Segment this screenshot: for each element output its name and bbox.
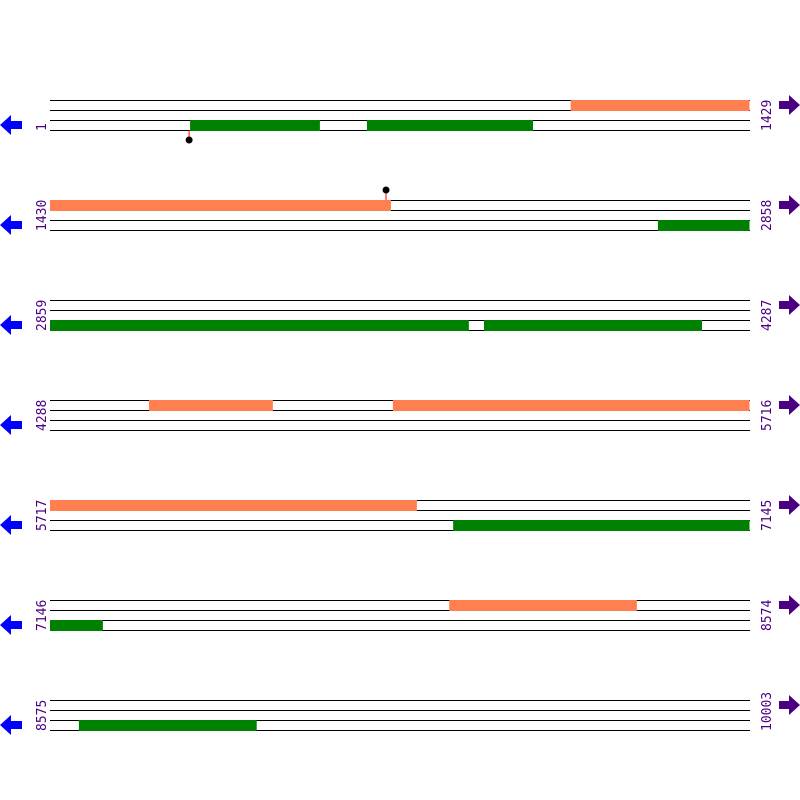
sequence-row: 8575 10003	[0, 692, 800, 735]
right-arrow-icon	[779, 595, 800, 615]
right-arrow-icon	[779, 395, 800, 415]
sequence-row: 5717 7145	[0, 495, 800, 535]
row-end-label: 2858	[760, 200, 775, 231]
right-arrow-icon	[779, 495, 800, 515]
sequence-row: 2859 4287	[0, 295, 800, 335]
forward-feature	[449, 600, 637, 611]
row-end-label: 10003	[760, 692, 775, 731]
right-arrow-icon	[779, 295, 800, 315]
left-arrow-icon	[0, 515, 22, 535]
sequence-row: 4288 5716	[0, 395, 800, 435]
row-start-label: 8575	[35, 700, 50, 731]
reverse-feature	[78, 720, 257, 731]
reverse-feature	[657, 220, 750, 231]
row-end-label: 7145	[760, 500, 775, 531]
reverse-feature	[50, 620, 103, 631]
left-arrow-icon	[0, 115, 22, 135]
forward-feature	[392, 400, 750, 411]
marker-head	[185, 136, 193, 144]
row-end-label: 4287	[760, 300, 775, 331]
left-arrow-icon	[0, 615, 22, 635]
sequence-row: 1430 2858	[0, 186, 800, 235]
left-arrow-icon	[0, 215, 22, 235]
forward-feature	[148, 400, 273, 411]
reverse-feature	[453, 520, 750, 531]
sequence-row: 1 1429	[0, 95, 800, 144]
forward-feature	[50, 500, 417, 511]
row-end-label: 1429	[760, 100, 775, 131]
row-start-label: 2859	[35, 300, 50, 331]
reverse-feature	[190, 120, 320, 131]
left-arrow-icon	[0, 315, 22, 335]
marker-head	[382, 186, 390, 194]
left-arrow-icon	[0, 715, 22, 735]
row-end-label: 8574	[760, 600, 775, 631]
right-arrow-icon	[779, 695, 800, 715]
forward-feature	[50, 200, 391, 211]
sequence-row: 7146 8574	[0, 595, 800, 635]
reverse-feature	[484, 320, 702, 331]
row-start-label: 1430	[35, 200, 50, 231]
row-start-label: 4288	[35, 400, 50, 431]
row-start-label: 7146	[35, 600, 50, 631]
forward-feature	[570, 100, 750, 111]
row-start-label: 1	[35, 123, 50, 131]
right-arrow-icon	[779, 195, 800, 215]
reverse-feature	[366, 120, 533, 131]
row-start-label: 5717	[35, 500, 50, 531]
right-arrow-icon	[779, 95, 800, 115]
row-end-label: 5716	[760, 400, 775, 431]
left-arrow-icon	[0, 415, 22, 435]
reverse-feature	[50, 320, 469, 331]
